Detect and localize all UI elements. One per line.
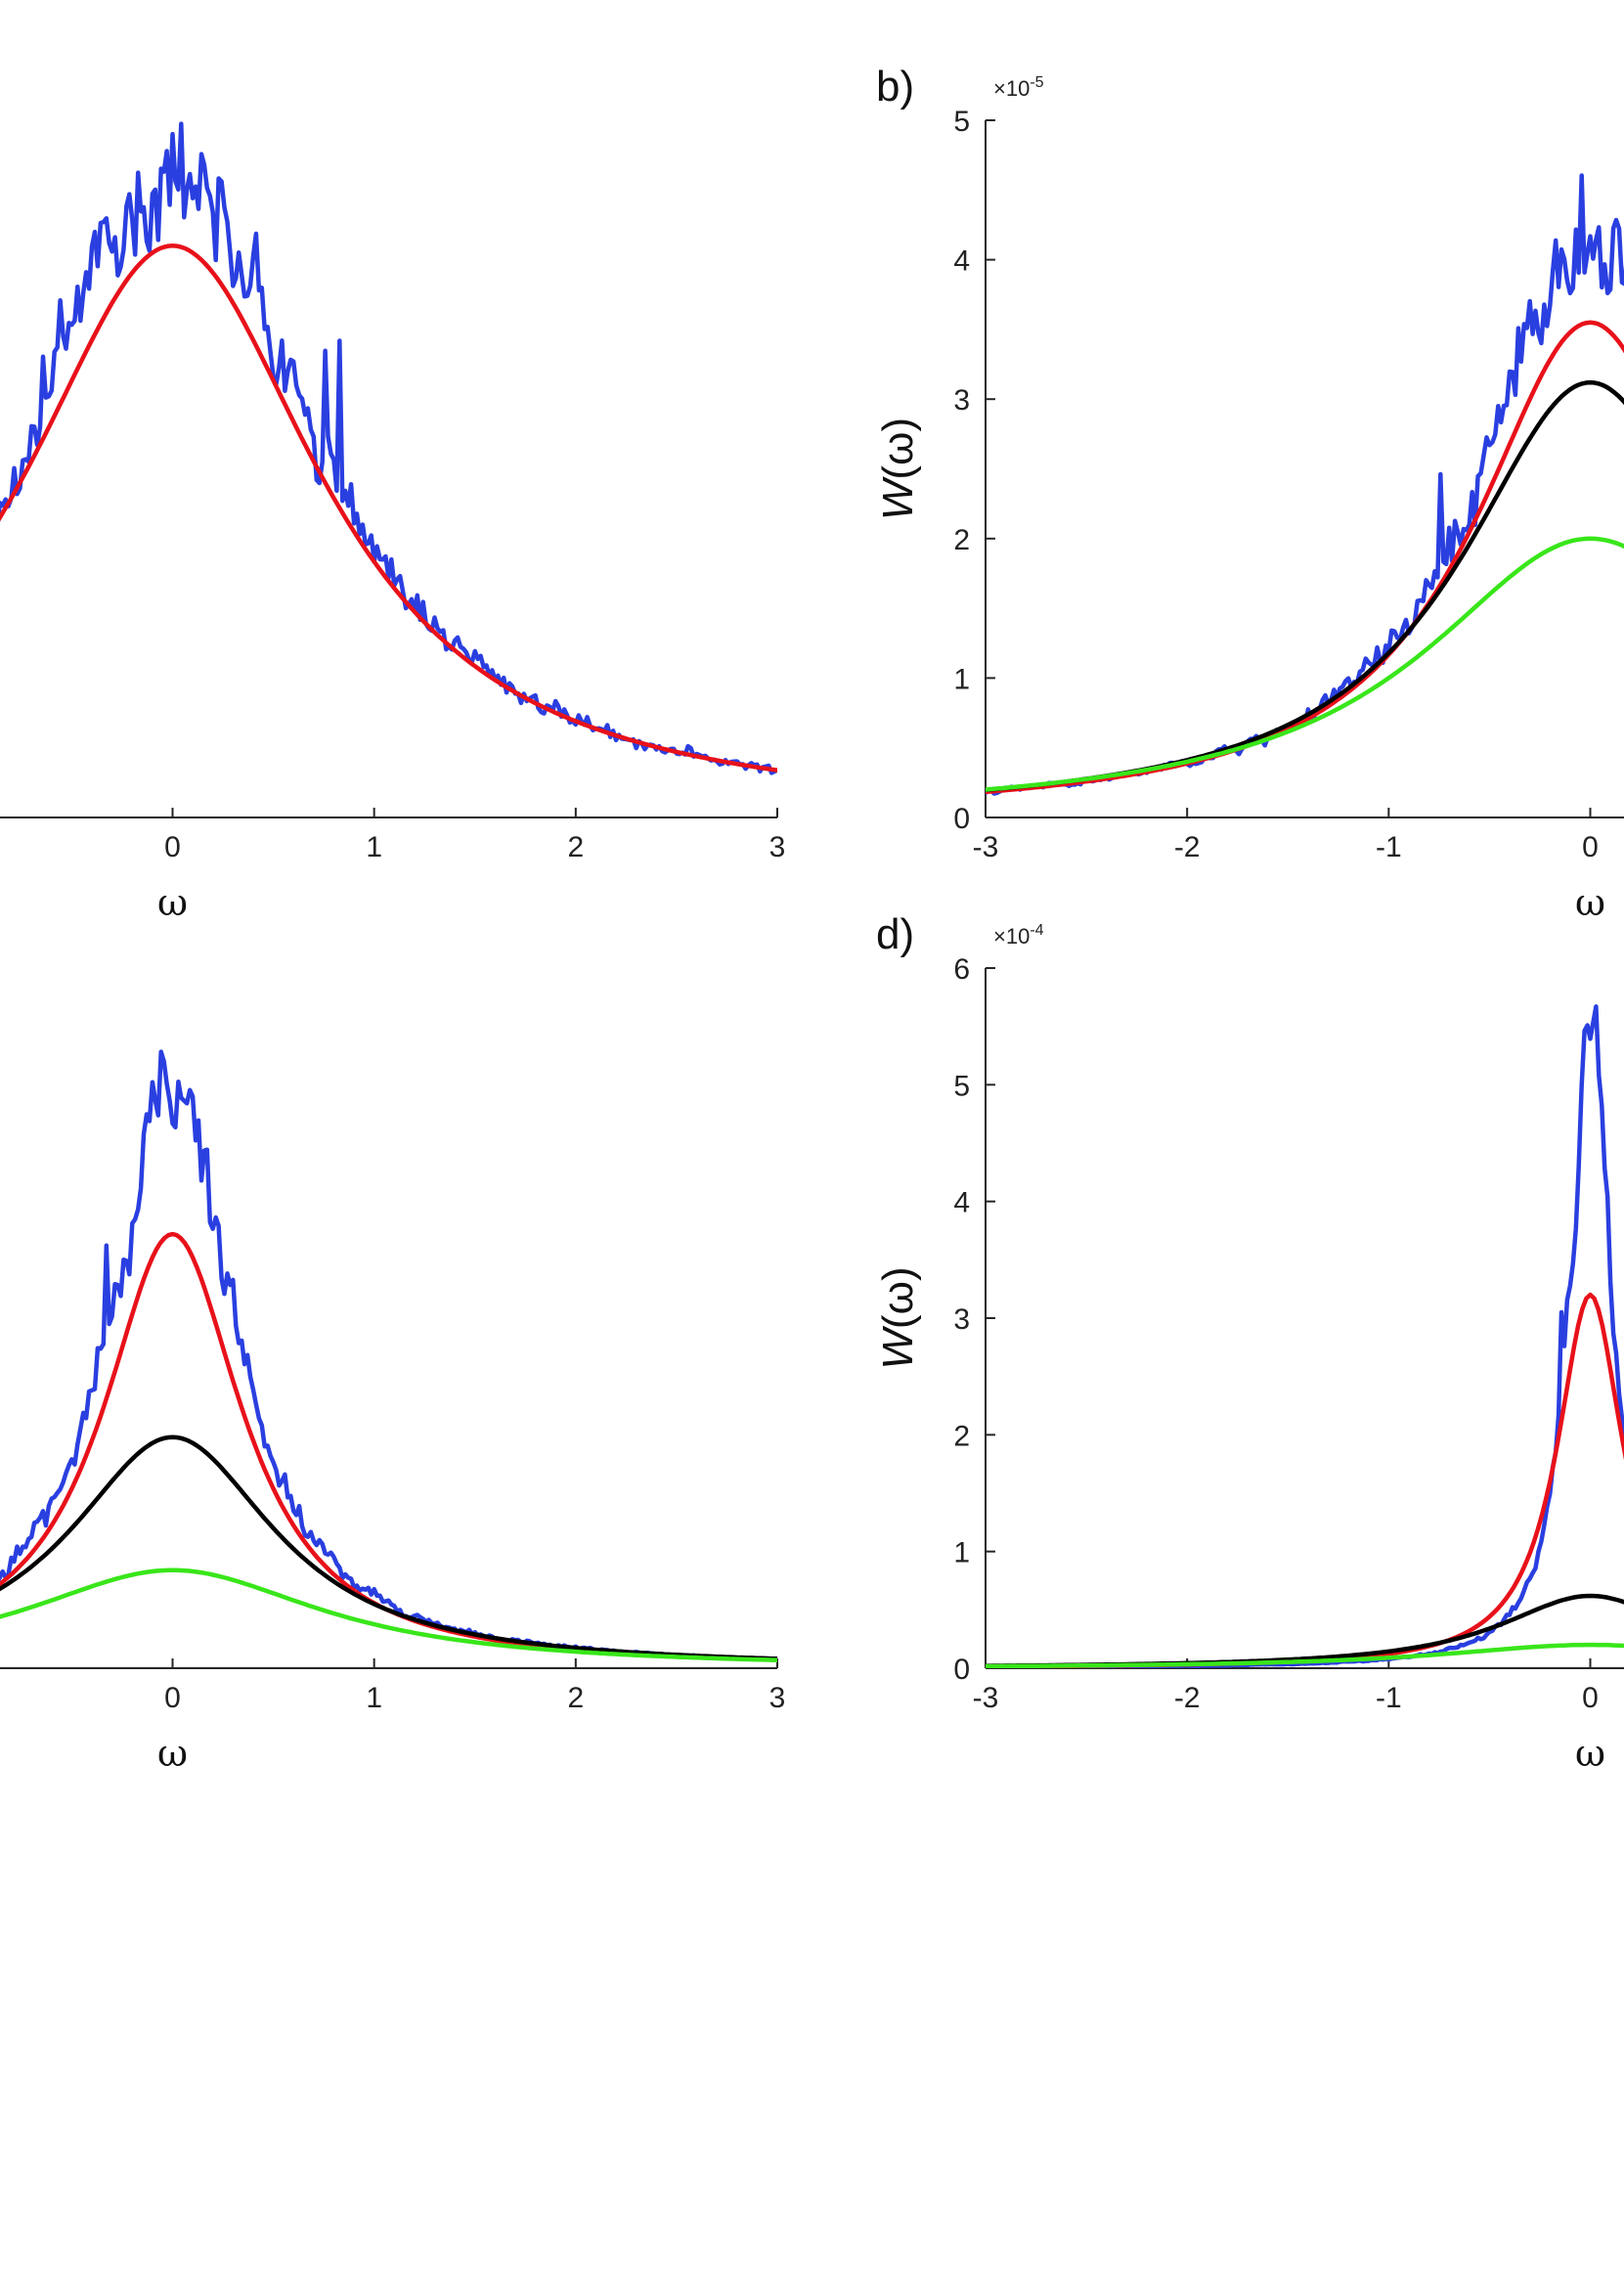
y-tick-label: 3 bbox=[953, 1303, 970, 1336]
x-tick-label: 3 bbox=[769, 831, 786, 863]
series-fit-total bbox=[986, 320, 1624, 795]
chart-panel-2: -3-2-101ω012345W(ω)×10-5b) bbox=[874, 63, 1624, 924]
y-tick-label: 6 bbox=[953, 953, 970, 986]
series-fit-total bbox=[0, 243, 777, 772]
x-tick-label: 0 bbox=[1582, 1682, 1599, 1714]
y-tick-label: 1 bbox=[953, 1537, 970, 1569]
y-tick-label: 3 bbox=[953, 384, 970, 417]
series-simulation bbox=[986, 173, 1624, 796]
chart-panel-3: -2-10123ω bbox=[0, 1049, 786, 1775]
series-component-1 bbox=[0, 1434, 777, 1661]
x-tick-label: -2 bbox=[1174, 831, 1201, 863]
x-axis-label: ω bbox=[1575, 881, 1605, 924]
x-tick-label: -2 bbox=[1174, 1682, 1201, 1714]
series-simulation bbox=[986, 1004, 1624, 1668]
series-component-2 bbox=[0, 1567, 777, 1662]
y-axis-label: W(ω) bbox=[874, 418, 922, 520]
x-tick-label: 1 bbox=[366, 1682, 382, 1714]
y-multiplier: ×10-5 bbox=[993, 74, 1044, 101]
panel-label: b) bbox=[876, 63, 914, 110]
x-tick-label: 0 bbox=[164, 1682, 181, 1714]
y-tick-label: 4 bbox=[953, 245, 970, 278]
y-tick-label: 0 bbox=[953, 803, 970, 835]
x-tick-label: -3 bbox=[973, 1682, 999, 1714]
x-axis-label: ω bbox=[1575, 1732, 1605, 1775]
x-tick-label: -1 bbox=[1376, 831, 1402, 863]
x-tick-label: -1 bbox=[1376, 1682, 1402, 1714]
x-tick-label: 0 bbox=[1582, 831, 1599, 863]
y-tick-label: 4 bbox=[953, 1187, 970, 1219]
x-tick-label: 3 bbox=[769, 1682, 786, 1714]
x-axis-label: ω bbox=[157, 881, 188, 924]
series-component-1 bbox=[986, 379, 1624, 793]
panel-label: d) bbox=[876, 910, 914, 958]
x-tick-label: 1 bbox=[366, 831, 382, 863]
chart-panel-4: -3-2-101ω0123456W(ω)×10-4d) bbox=[874, 910, 1624, 1775]
y-tick-label: 5 bbox=[953, 106, 970, 138]
series-fit-total bbox=[0, 1231, 777, 1662]
x-axis-label: ω bbox=[157, 1732, 188, 1775]
y-multiplier: ×10-4 bbox=[993, 922, 1044, 949]
x-tick-label: 2 bbox=[567, 1682, 584, 1714]
y-tick-label: 2 bbox=[953, 1420, 970, 1452]
series-simulation bbox=[0, 1049, 777, 1662]
series-component-2 bbox=[986, 536, 1624, 792]
series-component-2 bbox=[986, 1642, 1624, 1668]
y-tick-label: 0 bbox=[953, 1654, 970, 1686]
y-tick-label: 2 bbox=[953, 524, 970, 556]
x-tick-label: 0 bbox=[164, 831, 181, 863]
y-tick-label: 5 bbox=[953, 1070, 970, 1102]
x-tick-label: 2 bbox=[567, 831, 584, 863]
x-tick-label: -3 bbox=[973, 831, 999, 863]
y-axis-label: W(ω) bbox=[874, 1266, 922, 1369]
series-component-1 bbox=[986, 1593, 1624, 1668]
y-tick-label: 1 bbox=[953, 663, 970, 695]
series-simulation bbox=[0, 121, 777, 775]
chart-panel-1: -2-10123ω bbox=[0, 121, 786, 924]
